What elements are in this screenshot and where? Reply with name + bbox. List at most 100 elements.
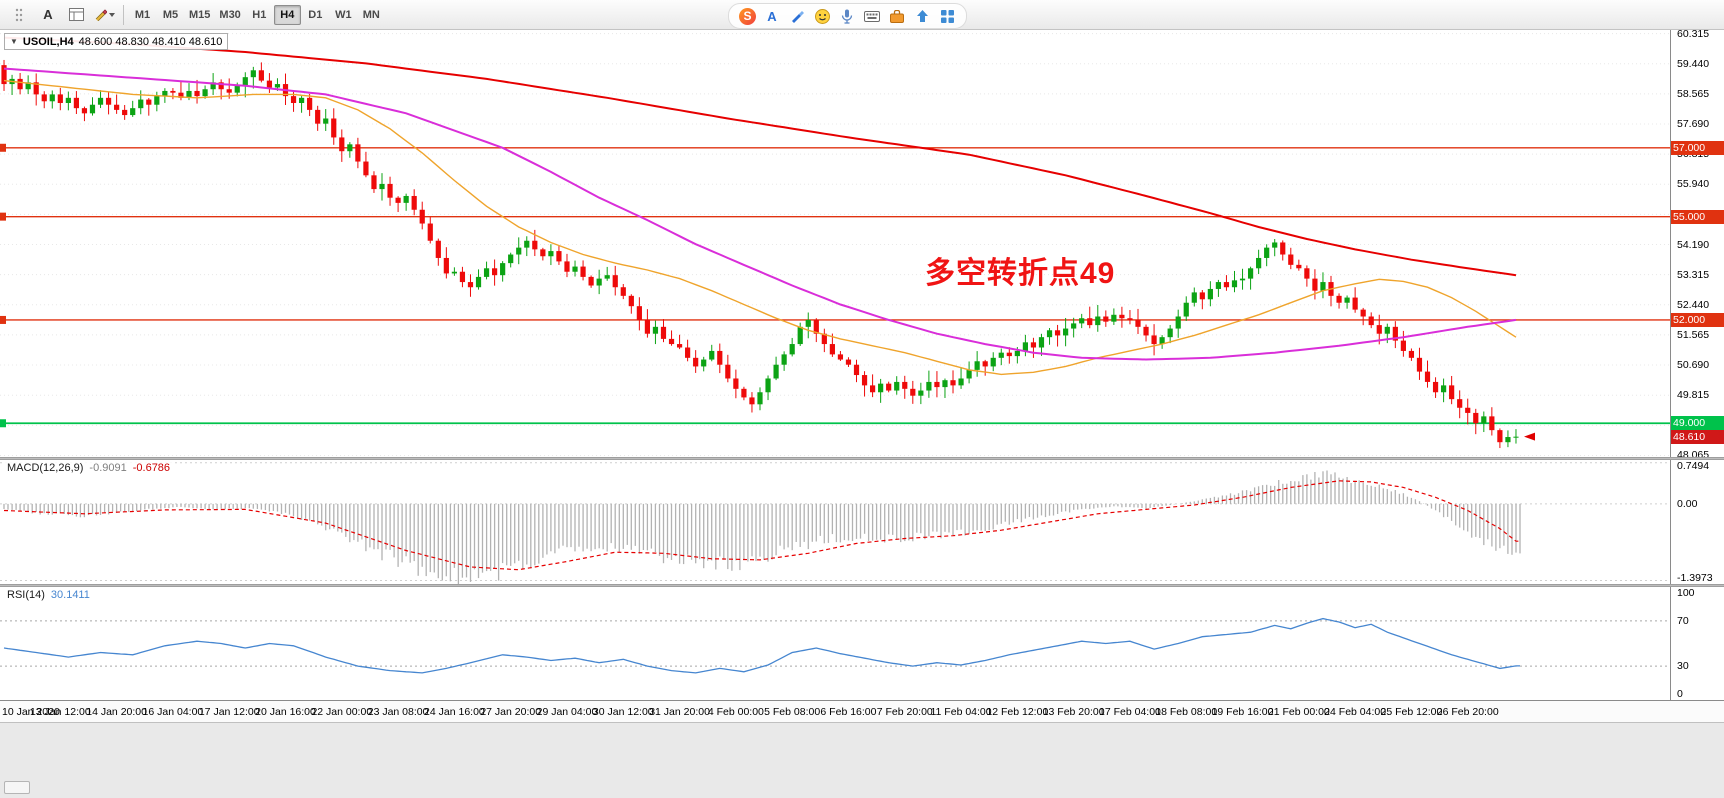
time-label: 31 Jan 20:00 xyxy=(649,706,710,718)
time-label: 17 Jan 12:00 xyxy=(198,706,260,718)
text-tool-button[interactable]: A xyxy=(35,4,61,26)
status-bar-item[interactable] xyxy=(4,781,30,794)
toolbox-icon[interactable] xyxy=(888,7,906,25)
macd-tick: 0.7494 xyxy=(1677,460,1710,472)
tf-button-d1[interactable]: D1 xyxy=(302,5,329,25)
price-badge: 49.000 xyxy=(1671,416,1724,431)
chevron-down-icon xyxy=(108,12,115,17)
tf-button-m1[interactable]: M1 xyxy=(129,5,156,25)
brush-icon[interactable] xyxy=(788,7,806,25)
time-label: 16 Jan 04:00 xyxy=(142,706,204,718)
collapse-triangle-icon[interactable]: ▼ xyxy=(10,37,18,46)
price-tick: 53.315 xyxy=(1677,268,1710,281)
price-tick: 54.190 xyxy=(1677,238,1710,251)
chart-text-annotation: 多空转折点49 xyxy=(925,257,1116,290)
symbol-info-box[interactable]: ▼ USOIL,H4 48.600 48.830 48.410 48.610 xyxy=(4,33,229,50)
time-label: 11 Feb 04:00 xyxy=(930,706,992,718)
time-label: 13 Feb 20:00 xyxy=(1042,706,1105,718)
price-tick: 58.565 xyxy=(1677,87,1710,100)
price-badge: 55.000 xyxy=(1671,209,1724,224)
app-grid-icon[interactable] xyxy=(938,7,956,25)
price-axis[interactable]: 60.31559.44058.56557.69056.81555.94055.0… xyxy=(1670,27,1724,461)
macd-axis[interactable]: 0.7494 0.00 -1.3973 xyxy=(1670,460,1724,584)
input-method-toolbar: S A xyxy=(728,3,967,29)
time-label: 22 Jan 00:00 xyxy=(311,706,373,718)
status-bar xyxy=(0,722,1724,798)
tf-button-h4[interactable]: H4 xyxy=(273,4,301,25)
ohlc-values: 48.600 48.830 48.410 48.610 xyxy=(78,35,223,48)
price-chart-canvas[interactable] xyxy=(0,30,1670,457)
price-badge: 52.000 xyxy=(1671,312,1724,327)
price-tick: 50.690 xyxy=(1677,359,1710,372)
panel-splitter[interactable] xyxy=(0,584,1724,587)
time-label: 21 Feb 00:00 xyxy=(1267,706,1330,718)
tf-button-h1[interactable]: H1 xyxy=(246,5,273,25)
macd-main-value: -0.9091 xyxy=(89,462,127,474)
time-label: 27 Jan 20:00 xyxy=(480,706,542,718)
tf-button-m15[interactable]: M15 xyxy=(185,5,214,25)
price-tick: 52.440 xyxy=(1677,298,1710,311)
microphone-icon[interactable] xyxy=(838,7,856,25)
time-label: 25 Feb 12:00 xyxy=(1380,706,1443,718)
macd-tick: -1.3973 xyxy=(1677,572,1713,584)
rsi-axis[interactable]: 100 70 30 0 xyxy=(1670,587,1724,700)
price-tick: 60.315 xyxy=(1677,27,1710,40)
price-chart-panel: ▼ USOIL,H4 48.600 48.830 48.410 48.610 多… xyxy=(0,27,1724,461)
time-label: 23 Jan 08:00 xyxy=(367,706,429,718)
tf-button-w1[interactable]: W1 xyxy=(330,5,357,25)
price-tick: 55.940 xyxy=(1677,178,1710,191)
rsi-tick: 100 xyxy=(1677,587,1695,599)
smiley-icon[interactable] xyxy=(813,7,831,25)
panel-splitter[interactable] xyxy=(0,457,1724,460)
objects-list-button[interactable] xyxy=(63,4,89,26)
rsi-tick: 0 xyxy=(1677,688,1683,700)
time-label: 7 Feb 20:00 xyxy=(876,706,933,718)
price-tick: 51.565 xyxy=(1677,328,1710,341)
time-axis[interactable]: 10 Jan 2020 13 Jan 12:00 14 Jan 20:00 16 Ja… xyxy=(0,700,1724,722)
top-toolbar: A M1 M5 M15 M30 H1 H4 D1 W1 MN S A xyxy=(0,0,1724,30)
rsi-panel: RSI(14) 30.1411 100 70 30 0 xyxy=(0,587,1724,700)
time-label: 5 Feb 08:00 xyxy=(764,706,821,718)
symbol-period-label: USOIL,H4 xyxy=(22,35,74,48)
time-label: 12 Feb 12:00 xyxy=(986,706,1049,718)
time-label: 26 Feb 20:00 xyxy=(1436,706,1499,718)
time-label: 24 Jan 16:00 xyxy=(424,706,485,718)
time-label: 4 Feb 00:00 xyxy=(707,706,764,718)
letter-a-icon[interactable]: A xyxy=(767,8,777,24)
toolbar-grip[interactable] xyxy=(5,3,33,27)
time-label: 20 Jan 16:00 xyxy=(255,706,316,718)
macd-panel: MACD(12,26,9) -0.9091 -0.6786 0.7494 0.00… xyxy=(0,460,1724,584)
rsi-tick: 30 xyxy=(1677,660,1689,673)
macd-name: MACD(12,26,9) xyxy=(7,462,84,474)
time-label: 6 Feb 16:00 xyxy=(820,706,877,718)
time-label: 13 Jan 12:00 xyxy=(29,706,91,718)
macd-signal-value: -0.6786 xyxy=(132,462,171,474)
price-tick: 59.440 xyxy=(1677,57,1710,70)
rsi-name: RSI(14) xyxy=(7,589,45,601)
draw-tools-button[interactable] xyxy=(91,4,117,26)
time-label: 19 Feb 16:00 xyxy=(1211,706,1274,718)
up-arrow-icon[interactable] xyxy=(913,7,931,25)
macd-tick: 0.00 xyxy=(1677,497,1698,510)
time-label: 17 Feb 04:00 xyxy=(1098,706,1161,718)
time-label: 24 Feb 04:00 xyxy=(1324,706,1387,718)
macd-canvas[interactable] xyxy=(0,460,1670,584)
rsi-canvas[interactable] xyxy=(0,587,1670,700)
tf-button-m30[interactable]: M30 xyxy=(215,5,244,25)
keyboard-icon[interactable] xyxy=(863,7,881,25)
price-tick: 57.690 xyxy=(1677,118,1710,130)
macd-label: MACD(12,26,9) -0.9091 -0.6786 xyxy=(5,462,173,474)
toolbar-separator xyxy=(123,4,124,25)
tf-button-m5[interactable]: M5 xyxy=(157,5,184,25)
sogou-logo-icon[interactable]: S xyxy=(739,7,756,25)
time-label: 10 Jan 2020 xyxy=(2,706,60,718)
price-badge: 48.610 xyxy=(1671,429,1724,444)
tf-button-mn[interactable]: MN xyxy=(358,5,385,25)
price-tick: 49.815 xyxy=(1677,389,1710,402)
time-label: 18 Feb 08:00 xyxy=(1155,706,1218,718)
rsi-tick: 70 xyxy=(1677,614,1689,627)
time-label: 29 Jan 04:00 xyxy=(536,706,598,718)
time-label: 30 Jan 12:00 xyxy=(592,706,654,718)
price-badge: 57.000 xyxy=(1671,140,1724,155)
